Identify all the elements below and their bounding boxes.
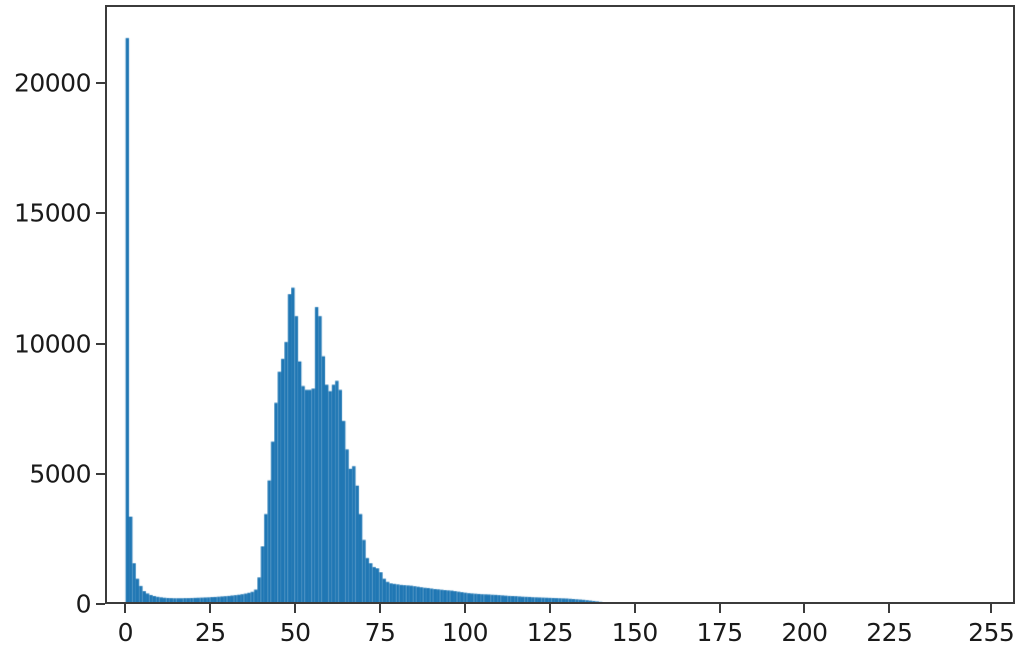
y-tick-mark <box>96 82 105 85</box>
x-tick-label: 75 <box>364 618 396 647</box>
x-tick-label: 50 <box>279 618 311 647</box>
x-tick-mark <box>990 604 993 613</box>
x-tick-mark <box>888 604 891 613</box>
y-tick-mark <box>96 472 105 475</box>
y-tick-mark <box>96 342 105 345</box>
y-tick-label: 20000 <box>13 68 92 98</box>
y-tick-label: 10000 <box>13 329 92 359</box>
x-tick-label: 25 <box>194 618 226 647</box>
x-tick-mark <box>633 604 636 613</box>
x-tick-mark <box>718 604 721 613</box>
x-tick-label: 150 <box>611 618 659 647</box>
plot-axes <box>105 5 1015 604</box>
y-tick-mark <box>96 212 105 215</box>
histogram-bars-canvas <box>107 7 1013 602</box>
y-tick-label: 15000 <box>13 198 92 228</box>
x-tick-label: 255 <box>968 618 1015 647</box>
x-tick-mark <box>294 604 297 613</box>
x-tick-mark <box>803 604 806 613</box>
x-tick-label: 200 <box>781 618 828 647</box>
x-tick-mark <box>379 604 382 613</box>
x-tick-mark <box>548 604 551 613</box>
x-tick-label: 0 <box>117 618 134 647</box>
x-tick-mark <box>124 604 127 613</box>
x-tick-label: 125 <box>526 618 574 647</box>
x-tick-mark <box>209 604 212 613</box>
y-tick-label: 0 <box>75 589 92 619</box>
y-tick-mark <box>96 603 105 605</box>
x-tick-label: 225 <box>866 618 913 647</box>
y-tick-label: 5000 <box>29 459 91 489</box>
x-tick-label: 100 <box>441 618 489 647</box>
x-tick-mark <box>463 604 466 613</box>
x-tick-label: 175 <box>696 618 743 647</box>
